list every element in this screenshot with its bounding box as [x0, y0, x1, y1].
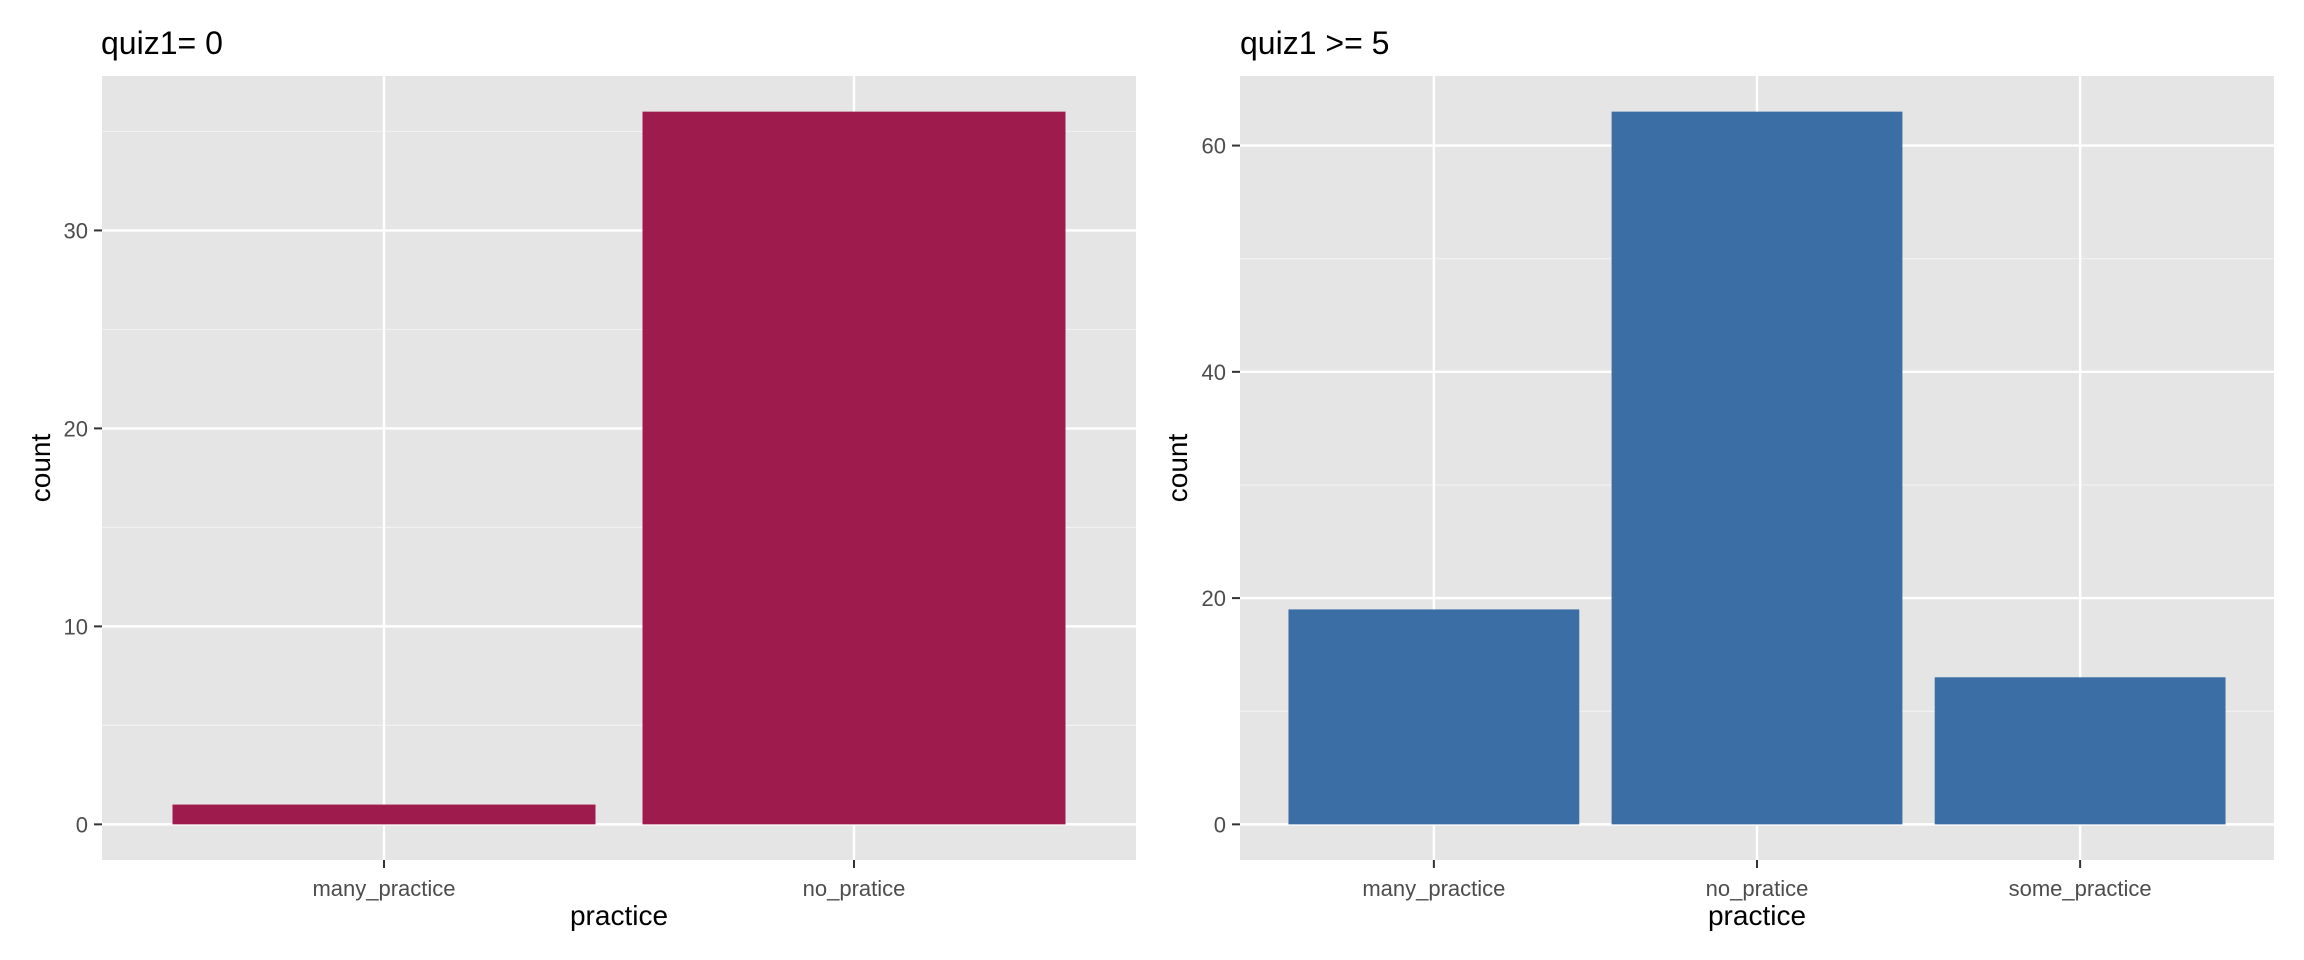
x-axis-title: practice	[570, 900, 668, 931]
bar-some_practice	[1934, 677, 2226, 825]
y-axis-title: count	[1162, 434, 1193, 503]
x-axis-title: practice	[1708, 900, 1806, 931]
y-axis-title: count	[25, 434, 56, 503]
x-tick-label: no_pratice	[803, 876, 906, 901]
y-tick-label: 20	[1202, 586, 1226, 611]
chart-title: quiz1 >= 5	[1240, 25, 1389, 61]
y-axis: 0 10 20 30	[64, 218, 102, 837]
bar-no_pratice	[642, 111, 1066, 825]
chart-title: quiz1= 0	[101, 25, 223, 61]
x-tick-label: many_practice	[1362, 876, 1505, 901]
x-axis: many_practice no_pratice some_practice	[1362, 860, 2152, 901]
y-tick-label: 60	[1202, 134, 1226, 159]
y-tick-label: 0	[76, 812, 88, 837]
bar-no_pratice	[1611, 111, 1903, 825]
bars	[1288, 111, 2226, 825]
x-tick-label: no_pratice	[1706, 876, 1809, 901]
bar-many_practice	[172, 804, 596, 825]
y-tick-label: 20	[64, 416, 88, 441]
bar-many_practice	[1288, 609, 1580, 825]
y-tick-label: 30	[64, 218, 88, 243]
y-axis: 0 20 40 60	[1202, 134, 1240, 837]
y-tick-label: 0	[1214, 812, 1226, 837]
chart-quiz1-five-plus: quiz1 >= 5 0 20 40 60 many_practice no_prati…	[1162, 25, 2274, 931]
x-axis: many_practice no_pratice	[312, 860, 905, 901]
y-tick-label: 40	[1202, 360, 1226, 385]
y-tick-label: 10	[64, 614, 88, 639]
chart-quiz1-zero: quiz1= 0 0 10 20 30 many_practice no_pratice…	[25, 25, 1136, 931]
bars	[172, 111, 1066, 825]
x-tick-label: many_practice	[312, 876, 455, 901]
x-tick-label: some_practice	[2009, 876, 2152, 901]
